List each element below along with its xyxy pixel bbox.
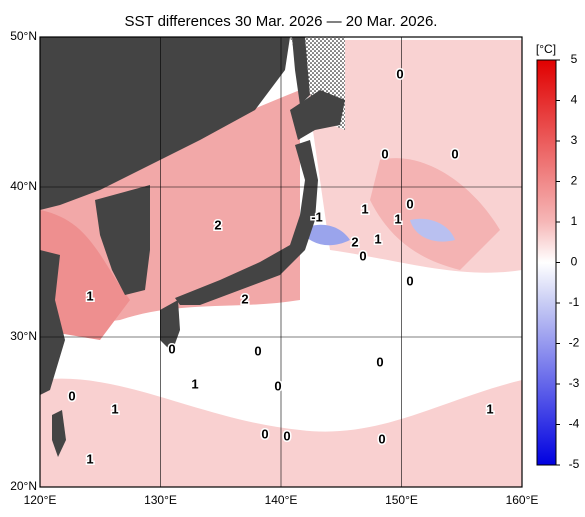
colorbar-unit: [°C]: [536, 42, 556, 56]
contour-label: 2: [351, 234, 358, 249]
contour-label: 0: [274, 378, 281, 393]
land: [290, 90, 345, 140]
colorbar-tick-label: -2: [569, 336, 580, 350]
cool-area: [300, 224, 350, 246]
contour-label: -1: [311, 209, 323, 224]
contour-label: 0: [451, 146, 458, 161]
x-tick-label: 150°E: [385, 493, 418, 507]
contour-label: 0: [359, 248, 366, 263]
land: [95, 185, 150, 295]
colorbar-tick-label: 5: [571, 52, 578, 66]
y-tick-label: 20°N: [10, 479, 37, 493]
contour-label: 0: [254, 343, 261, 358]
contour-label: 0: [406, 196, 413, 211]
colorbar: [536, 59, 557, 466]
contour-label: 1: [361, 201, 368, 216]
y-tick-label: 50°N: [10, 29, 37, 43]
land: [160, 300, 180, 352]
colorbar-tick-label: 1: [571, 214, 578, 228]
x-tick-label: 130°E: [144, 493, 177, 507]
land: [175, 140, 318, 305]
contour-label: 1: [374, 231, 381, 246]
contour-label: 2: [241, 291, 248, 306]
contour-label: 0: [381, 146, 388, 161]
y-tick-label: 30°N: [10, 329, 37, 343]
land: [40, 250, 65, 395]
contour-label: 0: [261, 426, 268, 441]
colorbar-tick-label: -4: [569, 417, 580, 431]
colorbar-tick-label: 0: [571, 255, 578, 269]
contour-label: 0: [396, 66, 403, 81]
colorbar-tick-label: 4: [571, 93, 578, 107]
warm-area: [40, 210, 130, 340]
contour-label: 1: [486, 401, 493, 416]
colorbar-tick-label: -1: [569, 295, 580, 309]
x-tick-label: 120°E: [24, 493, 57, 507]
contour-label: 0: [376, 354, 383, 369]
contour-label: 0: [168, 341, 175, 356]
land: [40, 37, 290, 210]
map-frame: [39, 36, 523, 488]
colorbar-tick-label: -3: [569, 376, 580, 390]
land: [292, 37, 310, 105]
colorbar-tick-label: 3: [571, 133, 578, 147]
colorbar-tick-label: 2: [571, 174, 578, 188]
contour-label: 1: [86, 288, 93, 303]
contour-label: 0: [68, 388, 75, 403]
grid: [40, 37, 522, 487]
y-tick-label: 40°N: [10, 179, 37, 193]
warm-area: [370, 158, 500, 270]
colorbar-tick-label: -5: [569, 457, 580, 471]
cool-area: [410, 218, 455, 242]
contour-label: 0: [406, 273, 413, 288]
map-title: SST differences 30 Mar. 2026 — 20 Mar. 2…: [125, 13, 438, 30]
contour-label: 1: [86, 451, 93, 466]
x-tick-label: 160°E: [506, 493, 539, 507]
contour-label: 1: [191, 376, 198, 391]
contour-label: 1: [111, 401, 118, 416]
contour-label: 1: [394, 211, 401, 226]
contour-label: 0: [283, 428, 290, 443]
contour-label: 2: [214, 217, 221, 232]
contour-label: 0: [378, 431, 385, 446]
x-tick-label: 140°E: [265, 493, 298, 507]
land: [52, 410, 66, 457]
